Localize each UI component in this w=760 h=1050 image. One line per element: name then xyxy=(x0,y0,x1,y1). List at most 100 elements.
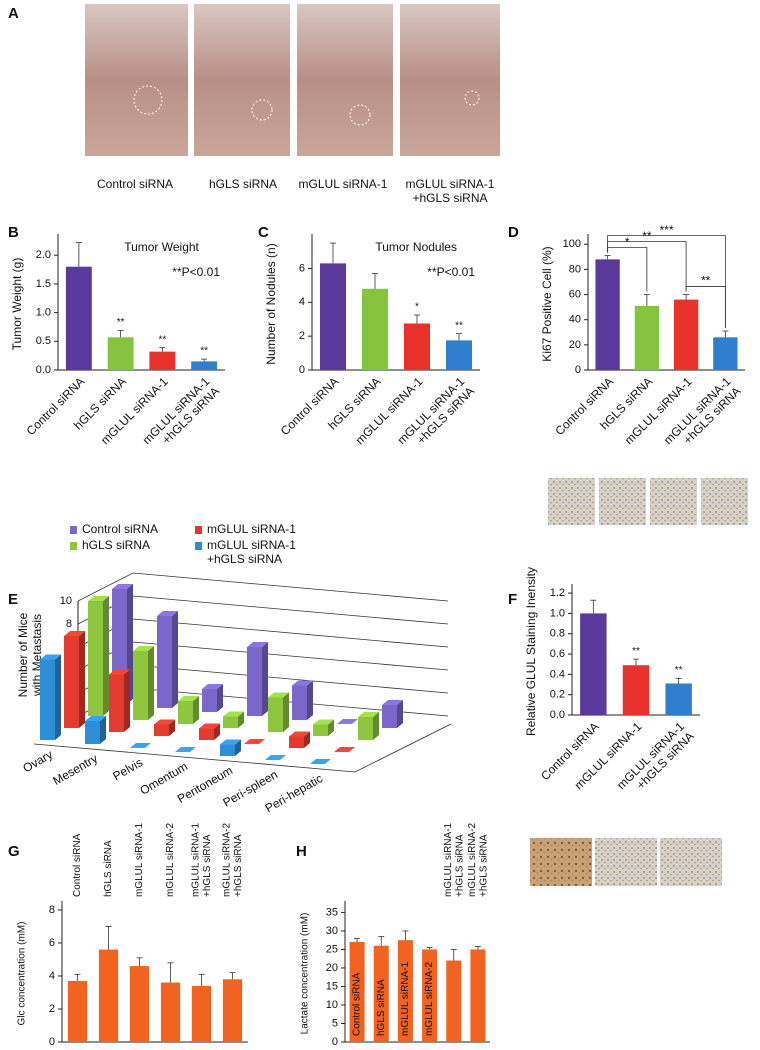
bar xyxy=(403,323,431,370)
y-tick-label: 25 xyxy=(326,943,338,955)
bar xyxy=(178,701,193,724)
bar xyxy=(65,266,92,370)
y-tick-label: 0.5 xyxy=(36,335,51,347)
bar xyxy=(67,980,88,1042)
y-axis-label: Tumor Weight (g) xyxy=(10,258,24,351)
bar-side xyxy=(100,716,106,744)
bar xyxy=(247,647,262,716)
bracket-label: *** xyxy=(659,223,673,237)
ki67-images xyxy=(548,478,748,525)
significance: * xyxy=(415,302,419,313)
x-tick-label: Control siRNA xyxy=(72,833,83,897)
y-tick-label: 80 xyxy=(569,263,581,275)
bar xyxy=(446,960,462,1042)
bar xyxy=(40,659,55,740)
bar xyxy=(85,721,100,744)
y-tick-label: 10 xyxy=(326,999,338,1011)
bar-side xyxy=(148,646,154,720)
bar xyxy=(149,351,176,370)
y-axis-label: Lactate concentration (mM) xyxy=(300,913,311,1035)
bar-side xyxy=(283,692,289,732)
ihc-image xyxy=(660,838,722,886)
bar xyxy=(160,982,181,1042)
bar-side xyxy=(217,684,223,712)
y-tick-label: 60 xyxy=(569,288,581,300)
bar xyxy=(470,949,486,1042)
bar xyxy=(191,361,218,370)
x-tick-label: mGLUL siRNA-1+hGLS siRNA xyxy=(442,822,465,897)
bar-top xyxy=(133,646,154,651)
panel-letter: C xyxy=(258,224,269,241)
y-tick-label: 1.0 xyxy=(36,307,51,319)
bar xyxy=(202,689,217,712)
bar xyxy=(157,616,172,708)
bar xyxy=(64,636,79,728)
ihc-image xyxy=(650,478,697,525)
bar-top xyxy=(358,712,379,717)
bar-top xyxy=(64,631,85,636)
y-tick-label: 100 xyxy=(563,238,581,250)
ihc-image xyxy=(548,478,595,525)
bar xyxy=(154,724,169,736)
y-tick-label: 4 xyxy=(49,970,55,982)
caption: Control siRNA xyxy=(97,177,173,191)
bar-top xyxy=(310,759,331,764)
panel-a: A Control siRNA hGLS siRNA mGLUL siRNA-1… xyxy=(8,4,500,205)
bar-top xyxy=(244,739,265,744)
bar xyxy=(595,259,620,370)
bar-side xyxy=(79,631,85,728)
chart-title: Tumor Nodules xyxy=(375,240,457,254)
significance: ** xyxy=(117,317,125,328)
bar-top xyxy=(202,684,223,689)
significance: ** xyxy=(675,665,683,676)
y-tick-label: 4 xyxy=(299,296,305,308)
bar xyxy=(634,305,660,370)
bar xyxy=(373,945,389,1042)
bar xyxy=(580,613,607,715)
bar-top xyxy=(85,716,106,721)
bar-top xyxy=(292,680,313,686)
y-tick-label: 20 xyxy=(326,962,338,974)
bar xyxy=(397,940,413,1042)
grid-line xyxy=(77,572,449,602)
mouse-photo xyxy=(194,4,290,156)
legend-marker xyxy=(70,542,77,550)
bar xyxy=(361,288,389,370)
panel-letter: H xyxy=(296,843,307,860)
bar-top xyxy=(268,692,289,698)
tumor-circle xyxy=(251,99,273,121)
bar xyxy=(88,601,103,716)
y-tick-label: 1.0 xyxy=(550,607,565,619)
bar xyxy=(319,263,347,370)
y-tick-label: 0.8 xyxy=(550,628,565,640)
legend-marker xyxy=(195,542,202,550)
mouse-photo xyxy=(85,4,188,156)
bar-side xyxy=(55,654,61,740)
bar-side xyxy=(307,680,313,720)
y-tick-label: 0.4 xyxy=(550,668,565,680)
significance: ** xyxy=(158,334,166,345)
bar xyxy=(673,299,699,370)
x-tick-label: mGLUL siRNA-2+hGLS siRNA xyxy=(221,822,244,897)
bar xyxy=(622,665,650,715)
y-axis-label: Relative GLUL Staining Inensity xyxy=(524,567,538,736)
ihc-image xyxy=(530,838,592,886)
bar-top xyxy=(265,755,286,760)
panel-letter: F xyxy=(508,591,517,608)
bar xyxy=(98,949,119,1042)
bar-top xyxy=(199,723,220,729)
bar-side xyxy=(373,712,379,740)
bar xyxy=(191,985,212,1042)
y-tick-label: 5 xyxy=(332,1017,338,1029)
x-tick-label: Control siRNA xyxy=(352,972,363,1036)
bar-top xyxy=(178,696,199,701)
legend-label: Control siRNA xyxy=(82,522,158,536)
bar xyxy=(422,949,438,1042)
annotation: **P<0.01 xyxy=(427,265,475,279)
bar xyxy=(129,966,150,1042)
bar xyxy=(220,744,235,756)
caption: hGLS siRNA xyxy=(209,177,277,191)
y-tick-label: 30 xyxy=(326,925,338,937)
bar xyxy=(133,651,148,720)
